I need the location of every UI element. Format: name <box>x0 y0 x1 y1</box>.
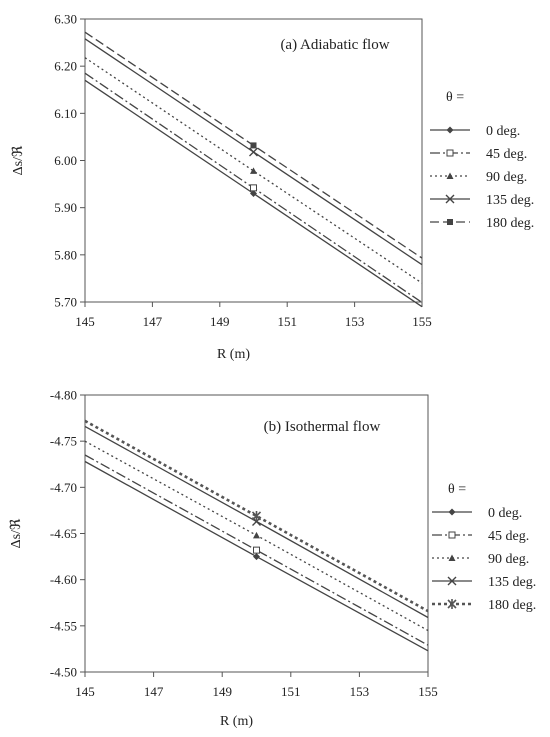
series-3 <box>84 57 423 284</box>
y-tick-label: 5.80 <box>54 247 77 262</box>
legend-label: 0 deg. <box>486 124 520 139</box>
legend-label: 180 deg. <box>488 598 536 613</box>
x-tick-label: 145 <box>75 314 95 329</box>
y-tick-label: -4.80 <box>50 388 77 403</box>
legend-item: 45 deg. <box>432 529 529 544</box>
data-point <box>250 142 257 149</box>
legend-marker <box>445 194 455 204</box>
series-3 <box>84 440 429 632</box>
x-tick-label: 153 <box>345 314 365 329</box>
x-axis-title: R (m) <box>220 714 253 729</box>
legend-item: 45 deg. <box>430 147 527 162</box>
series-line <box>84 419 429 613</box>
legend-title: θ = <box>448 482 466 497</box>
legend: θ = 0 deg. 45 deg. 90 deg. 135 deg. 180 deg. <box>430 90 534 231</box>
y-tick-label: -4.65 <box>50 526 77 541</box>
legend-marker <box>446 126 454 134</box>
data-point <box>253 546 260 554</box>
legend-marker <box>446 149 454 157</box>
y-tick-label: -4.70 <box>50 480 77 495</box>
series-line <box>84 454 429 646</box>
legend-label: 135 deg. <box>488 575 536 590</box>
x-tick-label: 147 <box>143 314 163 329</box>
legend-item: 0 deg. <box>432 506 522 521</box>
chart-title: (b) Isothermal flow <box>264 419 381 435</box>
plot-area <box>84 18 423 303</box>
data-point <box>250 184 257 192</box>
x-tick-label: 145 <box>75 684 95 699</box>
legend-item: 180 deg. <box>430 216 534 231</box>
data-point <box>251 510 262 521</box>
legend-item: 135 deg. <box>430 193 534 208</box>
x-tick-label: 153 <box>350 684 370 699</box>
y-tick-label: 6.00 <box>54 153 77 168</box>
legend-label: 180 deg. <box>486 216 534 231</box>
legend-title: θ = <box>446 90 464 105</box>
x-tick-label: 147 <box>144 684 164 699</box>
legend-item: 90 deg. <box>432 552 529 567</box>
series-5 <box>84 31 423 259</box>
series-5 <box>84 419 429 613</box>
legend-marker <box>448 508 456 516</box>
series-1 <box>84 79 423 308</box>
data-point <box>253 531 260 539</box>
legend-marker <box>446 172 454 179</box>
y-tick-label: 6.30 <box>54 12 77 27</box>
x-tick-label: 151 <box>277 314 297 329</box>
series-4 <box>84 38 423 266</box>
legend-label: 45 deg. <box>486 147 527 162</box>
chart-panel-1: 5.70 5.80 5.90 6.00 6.10 6.20 6.30 145 147 149 151… <box>11 12 534 363</box>
y-tick-label: -4.55 <box>50 618 77 633</box>
x-axis-title: R (m) <box>217 347 250 362</box>
data-point <box>250 167 257 174</box>
legend-item: 0 deg. <box>430 124 520 139</box>
legend-marker <box>447 599 457 609</box>
series-1 <box>84 460 429 652</box>
y-tick-label: -4.75 <box>50 434 77 449</box>
data-point <box>250 190 257 198</box>
legend-label: 0 deg. <box>488 506 522 521</box>
y-tick-label: 5.70 <box>54 295 77 310</box>
x-tick-label: 151 <box>281 684 301 699</box>
series-2 <box>84 454 429 646</box>
data-point <box>253 553 260 561</box>
y-tick-label: -4.60 <box>50 572 77 587</box>
y-axis-title: Δs/ℜ <box>9 518 24 548</box>
chart-panel-2: -4.50 -4.55 -4.60 -4.65 -4.70 -4.75 -4.80 145 14… <box>9 388 536 730</box>
x-tick-label: 155 <box>418 684 438 699</box>
legend-item: 90 deg. <box>430 170 527 185</box>
y-tick-label: 6.20 <box>54 59 77 74</box>
chart-title: (a) Adiabatic flow <box>280 37 389 53</box>
y-tick-label: -4.50 <box>50 665 77 680</box>
y-tick-label: 6.10 <box>54 106 77 121</box>
x-tick-label: 149 <box>210 314 230 329</box>
legend: θ = 0 deg. 45 deg. 90 deg. 135 deg. 180 deg. <box>432 482 536 613</box>
data-point <box>249 147 258 157</box>
y-tick-label: 5.90 <box>54 200 77 215</box>
x-tick-label: 149 <box>212 684 232 699</box>
legend-label: 45 deg. <box>488 529 529 544</box>
legend-label: 135 deg. <box>486 193 534 208</box>
legend-marker <box>447 219 453 225</box>
series-2 <box>84 72 423 304</box>
legend-marker <box>448 531 456 539</box>
legend-item: 135 deg. <box>432 575 536 590</box>
x-tick-label: 155 <box>412 314 432 329</box>
legend-label: 90 deg. <box>486 170 527 185</box>
legend-marker <box>448 554 456 561</box>
y-axis-title: Δs/ℜ <box>11 145 26 175</box>
legend-label: 90 deg. <box>488 552 529 567</box>
legend-marker <box>447 576 457 586</box>
legend-item: 180 deg. <box>432 598 536 613</box>
